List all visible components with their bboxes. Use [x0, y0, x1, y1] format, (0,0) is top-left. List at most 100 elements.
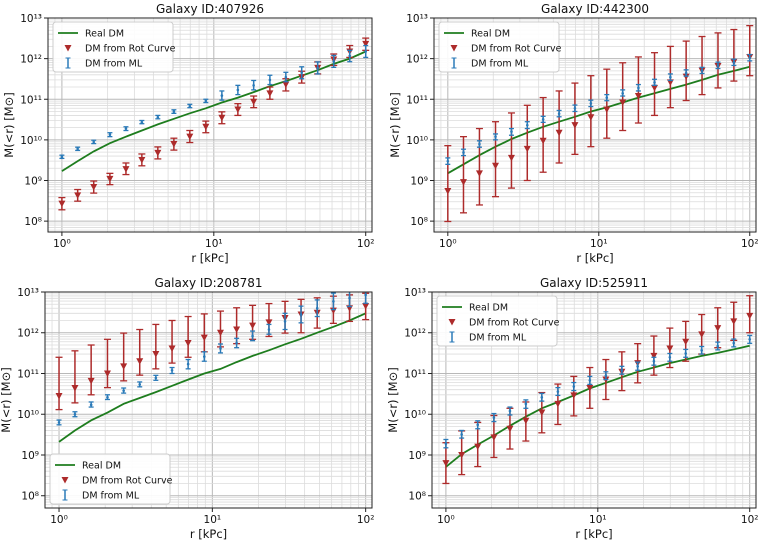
legend-rot-curve-label: DM from Rot Curve	[471, 44, 562, 55]
rot-curve-errorbar	[587, 75, 595, 148]
ml-marker	[684, 352, 688, 355]
ml-marker	[540, 396, 544, 399]
x-axis-label: r [kPc]	[575, 527, 612, 541]
y-tick-label: 10¹¹	[406, 94, 428, 106]
ml-marker	[348, 296, 351, 300]
x-tick-label: 10²	[357, 238, 375, 250]
rot-curve-marker	[136, 358, 144, 365]
legend-real-dm-label: Real DM	[82, 461, 121, 472]
ml-marker	[556, 390, 560, 393]
y-tick-label: 10¹¹	[17, 368, 39, 380]
y-tick-label: 10¹³	[17, 287, 39, 299]
ml-marker	[589, 102, 593, 105]
ml-marker	[186, 362, 190, 366]
ml-marker	[652, 359, 656, 363]
rot-curve-marker	[571, 122, 579, 129]
rot-curve-marker	[90, 184, 98, 191]
rot-curve-marker	[55, 393, 63, 400]
ml-marker	[220, 94, 224, 97]
real-dm-line	[61, 50, 367, 172]
x-tick-label: 10²	[741, 514, 759, 526]
legend-box	[49, 453, 171, 505]
ml-marker	[89, 403, 93, 407]
ml-marker	[73, 412, 77, 416]
rot-curve-marker	[87, 377, 95, 385]
rot-curve-marker	[249, 322, 257, 330]
real-dm-line	[447, 65, 751, 175]
axes-frame	[431, 291, 757, 509]
x-axis-label: r [kPc]	[190, 527, 227, 541]
legend-rot-curve-swatch	[64, 45, 72, 52]
series-layer	[442, 295, 754, 485]
rot-curve-marker	[746, 312, 754, 320]
y-axis-label: M(<r) [M⊙]	[2, 92, 16, 157]
rot-curve-marker	[682, 338, 690, 346]
ml-marker	[252, 84, 255, 87]
rot-curve-marker	[474, 443, 482, 451]
ml-marker	[716, 64, 720, 67]
real-dm-line	[445, 344, 750, 468]
ml-marker	[235, 341, 238, 345]
ml-marker	[462, 151, 465, 154]
ml-marker	[316, 66, 320, 70]
y-tick-label: 10¹⁰	[404, 409, 426, 421]
ml-marker	[283, 320, 287, 323]
series-layer	[58, 37, 370, 211]
y-tick-label: 10¹⁰	[20, 135, 42, 147]
ml-marker	[188, 104, 192, 108]
rot-curve-marker	[538, 409, 546, 417]
rot-curve-marker	[218, 114, 226, 122]
rot-curve-marker	[74, 192, 82, 199]
ml-marker	[268, 78, 272, 82]
chart-title: Galaxy ID:525911	[540, 276, 648, 290]
rot-curve-errorbar	[120, 332, 128, 382]
ml-marker	[106, 396, 109, 399]
legend-rot-curve-swatch	[448, 319, 456, 326]
ml-marker	[653, 81, 656, 84]
ml-marker	[219, 347, 222, 350]
legend-rot-curve-label: DM from Rot Curve	[469, 318, 560, 329]
rot-curve-marker	[233, 326, 241, 334]
rot-curve-errorbar	[714, 32, 722, 89]
x-tick-label: 10¹	[205, 238, 223, 250]
rot-curve-errorbar	[603, 68, 611, 139]
rot-curve-marker	[666, 345, 674, 353]
ml-marker	[140, 121, 144, 124]
y-tick-label: 10⁹	[24, 176, 42, 188]
rot-curve-errorbar	[71, 350, 79, 404]
rot-curve-marker	[650, 352, 658, 360]
chart-panel: 10⁰ 10¹ 10² 10⁸ 10⁹ 10¹⁰ 10¹¹ 10¹² 10¹³ Galaxy ID…	[388, 2, 759, 265]
legend: Real DM DM from Rot Curve DM from ML	[49, 453, 173, 505]
ml-marker	[510, 130, 513, 133]
ml-marker	[284, 75, 288, 79]
y-tick-label: 10¹²	[406, 54, 428, 66]
ml-marker	[299, 313, 303, 316]
ml-marker	[444, 442, 448, 445]
rot-curve-marker	[58, 200, 66, 208]
rot-curve-errorbar	[555, 90, 563, 164]
rot-curve-marker	[619, 99, 627, 107]
rot-curve-errorbar	[507, 112, 515, 189]
ml-marker	[700, 349, 704, 352]
ml-marker	[669, 75, 672, 79]
ml-marker	[525, 123, 529, 127]
ml-marker	[668, 355, 672, 359]
rot-curve-marker	[266, 90, 274, 97]
x-axis-label: r [kPc]	[576, 251, 613, 265]
ml-marker	[172, 110, 176, 113]
ml-marker	[332, 300, 335, 303]
ml-marker	[446, 159, 450, 163]
y-tick-label: 10¹⁰	[17, 409, 39, 421]
rot-curve-marker	[120, 363, 128, 370]
rot-curve-marker	[362, 303, 370, 310]
ml-marker	[315, 306, 319, 310]
rot-curve-marker	[492, 162, 500, 170]
x-tick-label: 10⁰	[53, 238, 71, 250]
rot-curve-marker	[71, 385, 79, 392]
series-layer	[55, 292, 370, 443]
legend-ml-label: DM from ML	[471, 59, 529, 70]
chart-panel: 10⁰ 10¹ 10² 10⁸ 10⁹ 10¹⁰ 10¹¹ 10¹² 10¹³ Galaxy ID…	[386, 276, 759, 541]
rot-curve-errorbar	[184, 315, 192, 358]
ml-marker	[636, 365, 639, 368]
axes-frame	[44, 291, 373, 509]
